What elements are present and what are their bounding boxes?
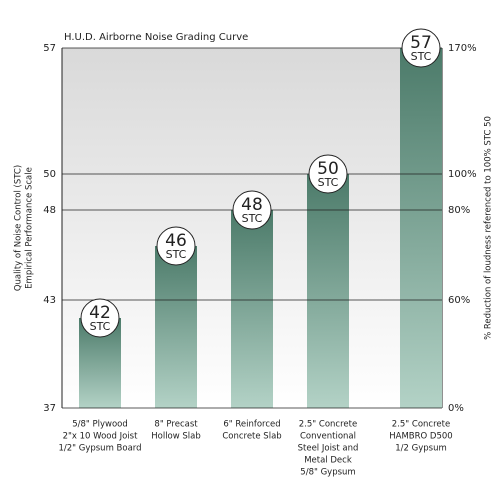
value-unit: STC: [90, 320, 111, 333]
bar: [231, 210, 273, 408]
value-label: 42: [89, 303, 111, 323]
x-tick-label: 5/8" Plywood: [72, 420, 128, 430]
bar: [400, 48, 442, 408]
x-tick-label: 6" Reinforced: [223, 420, 280, 430]
value-label: 46: [165, 231, 187, 251]
x-tick-label: Hollow Slab: [151, 432, 201, 442]
value-unit: STC: [242, 212, 263, 225]
y2-axis-label: % Reduction of loudness referenced to 10…: [484, 116, 494, 340]
value-badge: [232, 190, 272, 230]
y-tick-label: 48: [43, 205, 56, 216]
value-label: 48: [241, 195, 263, 215]
x-tick-label: 5/8" Gypsum: [300, 468, 355, 478]
grid: [62, 47, 442, 409]
x-tick-label: Metal Deck: [304, 456, 352, 466]
x-tick-label: Conventional: [300, 432, 356, 442]
y2-tick-label: 100%: [448, 169, 477, 180]
x-tick-label: 2"x 10 Wood Joist: [63, 432, 138, 442]
y-tick-label: 50: [43, 169, 56, 180]
value-badge: [80, 298, 120, 338]
x-tick-label: Concrete Slab: [222, 432, 281, 442]
value-label: 57: [410, 33, 432, 53]
value-label: 50: [317, 159, 339, 179]
x-tick-label: 8" Precast: [154, 420, 198, 430]
value-unit: STC: [166, 248, 187, 261]
y-axis-label: Empirical Performance Scale: [25, 167, 35, 289]
y-axis-label: Quality of Noise Control (STC): [14, 165, 24, 291]
x-tick-label: HAMBRO D500: [389, 432, 452, 442]
x-tick-label: 1/2" Gypsum Board: [58, 444, 141, 454]
y-tick-label: 43: [43, 295, 56, 306]
value-unit: STC: [318, 176, 339, 189]
value-badge: [308, 154, 348, 194]
y2-tick-label: 80%: [448, 205, 470, 216]
y2-tick-label: 0%: [448, 403, 464, 414]
x-tick-label: 2.5" Concrete: [392, 420, 450, 430]
value-unit: STC: [411, 50, 432, 63]
y-tick-label: 37: [43, 403, 56, 414]
y2-tick-label: 170%: [448, 43, 477, 54]
bar: [155, 246, 197, 408]
value-badge: [401, 28, 441, 68]
value-badge: [156, 226, 196, 266]
y2-tick-label: 60%: [448, 295, 470, 306]
chart-title: H.U.D. Airborne Noise Grading Curve: [64, 32, 248, 43]
x-tick-label: 2.5" Concrete: [299, 420, 357, 430]
x-tick-label: 1/2 Gypsum: [395, 444, 447, 454]
bar: [307, 174, 349, 408]
x-tick-label: Steel Joist and: [298, 444, 359, 454]
y-tick-label: 57: [43, 43, 56, 54]
